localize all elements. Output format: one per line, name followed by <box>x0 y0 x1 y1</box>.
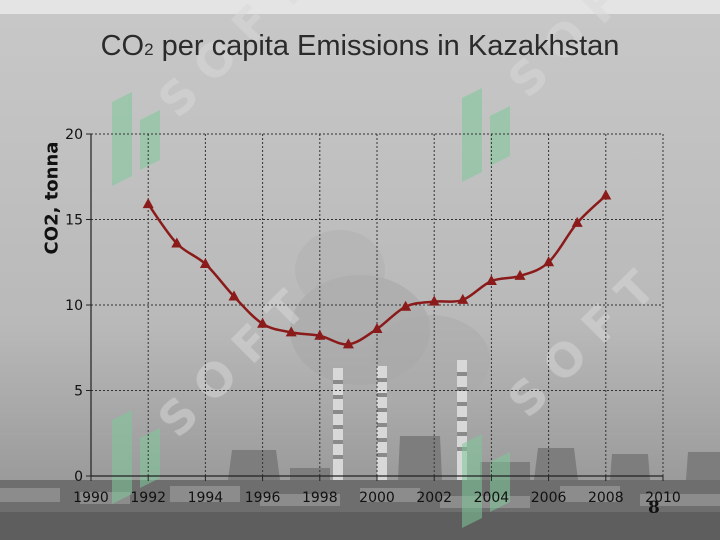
title-main: CO <box>100 30 145 62</box>
data-point-marker <box>199 257 211 268</box>
y-tick-label: 15 <box>65 213 83 229</box>
y-tick-label: 10 <box>65 298 83 314</box>
title-rest: per capita Emissions in Kazakhstan <box>153 30 620 62</box>
x-tick-label: 2004 <box>474 490 510 506</box>
title-subscript: 2 <box>144 40 154 59</box>
data-point-marker <box>571 216 583 227</box>
data-point-marker <box>543 256 555 267</box>
page-title: CO2 per capita Emissions in Kazakhstan <box>0 30 720 63</box>
x-tick-label: 1992 <box>130 490 166 506</box>
y-tick-label: 0 <box>74 469 83 485</box>
x-tick-label: 2000 <box>359 490 395 506</box>
tick-labels: 0 5 10 15 20 1990 1992 1994 1996 1998 2000 2002 2004… <box>65 127 681 506</box>
data-point-marker <box>285 326 297 337</box>
x-tick-label: 2006 <box>531 490 567 506</box>
data-point-marker <box>514 269 526 280</box>
data-point-marker <box>171 237 183 248</box>
data-point-marker <box>371 322 383 333</box>
data-point-marker <box>600 189 612 200</box>
x-tick-label: 1998 <box>302 490 338 506</box>
data-point-marker <box>428 295 440 306</box>
data-point-marker <box>257 317 269 328</box>
data-point-marker <box>142 198 154 209</box>
x-tick-label: 2008 <box>588 490 624 506</box>
grid-lines <box>91 133 664 476</box>
data-point-marker <box>342 338 354 349</box>
data-point-marker <box>400 300 412 311</box>
data-point-marker <box>457 293 469 304</box>
data-point-marker <box>314 329 326 340</box>
x-tick-label: 1990 <box>73 490 109 506</box>
y-tick-label: 5 <box>74 384 83 400</box>
data-point-marker <box>485 275 497 286</box>
axes <box>86 133 664 481</box>
x-tick-label: 2010 <box>645 490 681 506</box>
x-tick-label: 2002 <box>416 490 452 506</box>
watermark-logo <box>112 88 510 528</box>
page-number: 8 <box>648 498 660 518</box>
data-point-marker <box>228 290 240 301</box>
y-tick-label: 20 <box>65 127 83 143</box>
x-tick-label: 1996 <box>245 490 281 506</box>
x-tick-label: 1994 <box>188 490 224 506</box>
series-markers <box>142 189 612 349</box>
